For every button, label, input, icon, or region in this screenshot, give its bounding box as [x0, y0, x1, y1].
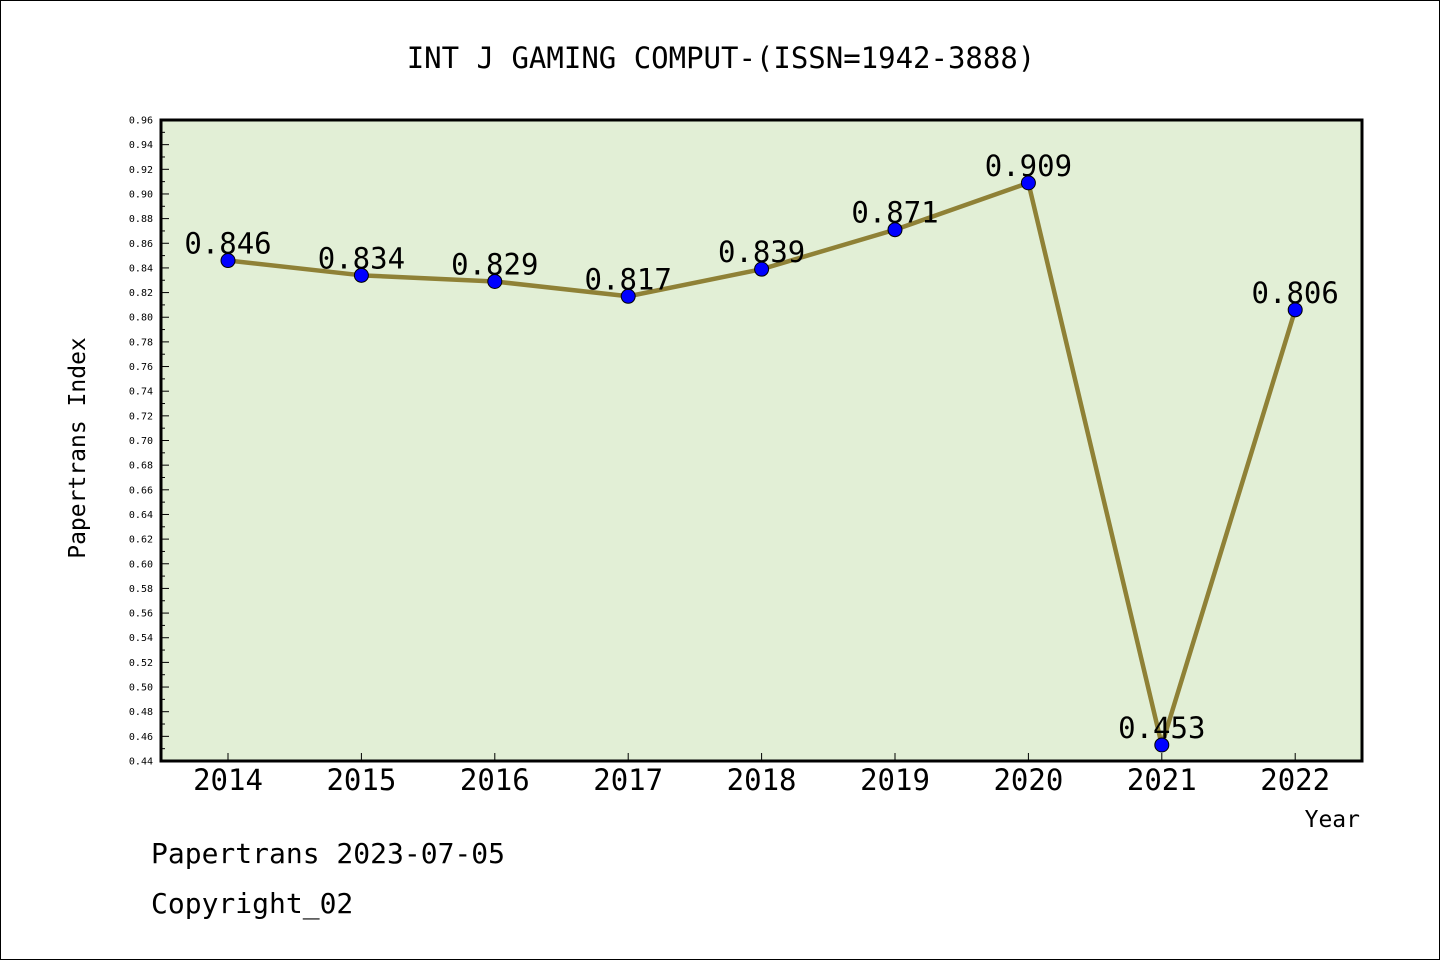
y-tick-label: 0.80 — [129, 313, 153, 324]
x-tick-label: 2021 — [1127, 763, 1197, 797]
y-tick-label: 0.84 — [129, 263, 153, 274]
data-label: 0.839 — [718, 235, 805, 269]
y-tick-label: 0.92 — [129, 165, 153, 176]
y-tick-label: 0.90 — [129, 189, 153, 200]
y-tick-label: 0.60 — [129, 559, 153, 570]
y-tick-label: 0.78 — [129, 337, 153, 348]
x-tick-label: 2014 — [193, 763, 263, 797]
y-axis-ticks: 0.44 0.46 0.48 0.50 0.52 0.54 0.56 0.58 0.60 0.62… — [129, 116, 169, 768]
x-tick-label: 2015 — [326, 763, 396, 797]
y-axis-label: Papertrans Index — [65, 337, 91, 559]
y-tick-label: 0.74 — [129, 387, 153, 398]
x-tick-label: 2016 — [460, 763, 530, 797]
data-label: 0.846 — [184, 227, 271, 261]
y-tick-label: 0.66 — [129, 485, 153, 496]
data-point — [220, 253, 236, 269]
data-point — [1154, 737, 1170, 753]
x-tick-label: 2022 — [1260, 763, 1330, 797]
chart-title: INT J GAMING COMPUT-(ISSN=1942-3888) — [407, 41, 1036, 75]
x-tick-label: 2020 — [993, 763, 1063, 797]
data-labels: 0.846 0.834 0.829 0.817 0.839 0.871 0.909 0.453… — [184, 149, 1339, 745]
data-point — [487, 273, 503, 289]
y-tick-label: 0.48 — [129, 707, 153, 718]
data-label: 0.806 — [1252, 276, 1339, 310]
data-point — [620, 288, 636, 304]
x-tick-label: 2019 — [860, 763, 930, 797]
y-tick-label: 0.82 — [129, 288, 153, 299]
y-tick-label: 0.50 — [129, 683, 153, 694]
data-label: 0.909 — [985, 149, 1072, 183]
data-label: 0.871 — [851, 196, 938, 230]
y-tick-label: 0.46 — [129, 732, 153, 743]
y-tick-label: 0.64 — [129, 510, 153, 521]
y-tick-label: 0.56 — [129, 609, 153, 620]
y-tick-label: 0.54 — [129, 633, 153, 644]
plot-area — [159, 118, 1364, 763]
data-point — [887, 222, 903, 238]
y-tick-label: 0.52 — [129, 658, 153, 669]
y-tick-label: 0.88 — [129, 214, 153, 225]
y-tick-label: 0.70 — [129, 436, 153, 447]
data-point — [1287, 302, 1303, 318]
y-tick-label: 0.94 — [129, 140, 153, 151]
y-tick-label: 0.62 — [129, 535, 153, 546]
x-tick-label: 2017 — [593, 763, 663, 797]
data-label: 0.453 — [1118, 711, 1205, 745]
series-index — [220, 175, 1303, 753]
y-tick-label: 0.44 — [129, 757, 153, 768]
x-axis-label: Year — [1305, 807, 1360, 833]
y-tick-label: 0.86 — [129, 239, 153, 250]
data-point — [1020, 175, 1036, 191]
y-tick-label: 0.58 — [129, 584, 153, 595]
footer-date-text: Papertrans 2023-07-05 — [151, 837, 506, 870]
data-point — [353, 267, 369, 283]
x-tick-label: 2018 — [727, 763, 797, 797]
data-label: 0.817 — [585, 262, 672, 296]
data-label: 0.829 — [451, 247, 538, 281]
y-tick-label: 0.72 — [129, 411, 153, 422]
x-axis-ticks: 2014 2015 2016 2017 2018 2019 2020 2021 2022 — [193, 753, 1330, 797]
y-tick-label: 0.68 — [129, 461, 153, 472]
footer-copyright-text: Copyright_02 — [151, 887, 354, 920]
y-tick-label: 0.96 — [129, 116, 153, 127]
data-label: 0.834 — [318, 241, 405, 275]
y-tick-label: 0.76 — [129, 362, 153, 373]
data-point — [754, 261, 770, 277]
